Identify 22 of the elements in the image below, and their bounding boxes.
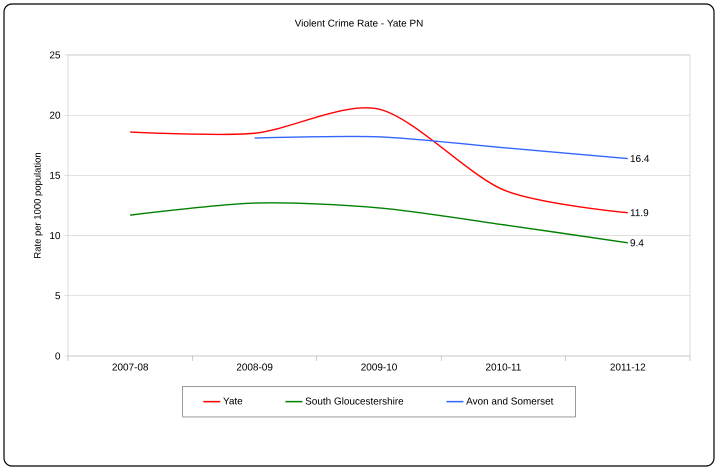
y-tick-label: 10	[50, 232, 60, 240]
data-label: 11.9	[630, 209, 648, 216]
line-series	[130, 107, 629, 214]
x-tick-label: 2010-11	[486, 364, 521, 371]
y-tick-label: 25	[50, 51, 60, 59]
chart-title: Violent Crime Rate - Yate PN	[294, 19, 422, 27]
y-tick-label: 20	[50, 112, 60, 119]
y-tick-label: 0	[55, 352, 60, 360]
legend-label: South Gloucestershire	[306, 397, 404, 405]
line-series	[130, 202, 629, 244]
x-tick-label: 2009-10	[361, 364, 397, 371]
x-tick-label: 2007-08	[112, 364, 148, 371]
x-tick-label: 2008-09	[236, 364, 272, 371]
data-label: 9.4	[630, 239, 644, 246]
x-tick-label: 2011-12	[610, 364, 646, 371]
legend-label: Yate	[223, 397, 242, 404]
legend-label: Avon and Somerset	[466, 397, 554, 405]
y-tick-label: 15	[50, 172, 60, 179]
y-axis-title: Rate per 1000 population	[34, 152, 43, 258]
line-series	[254, 136, 629, 160]
data-label: 16.4	[630, 155, 650, 162]
y-tick-label: 5	[55, 292, 60, 300]
